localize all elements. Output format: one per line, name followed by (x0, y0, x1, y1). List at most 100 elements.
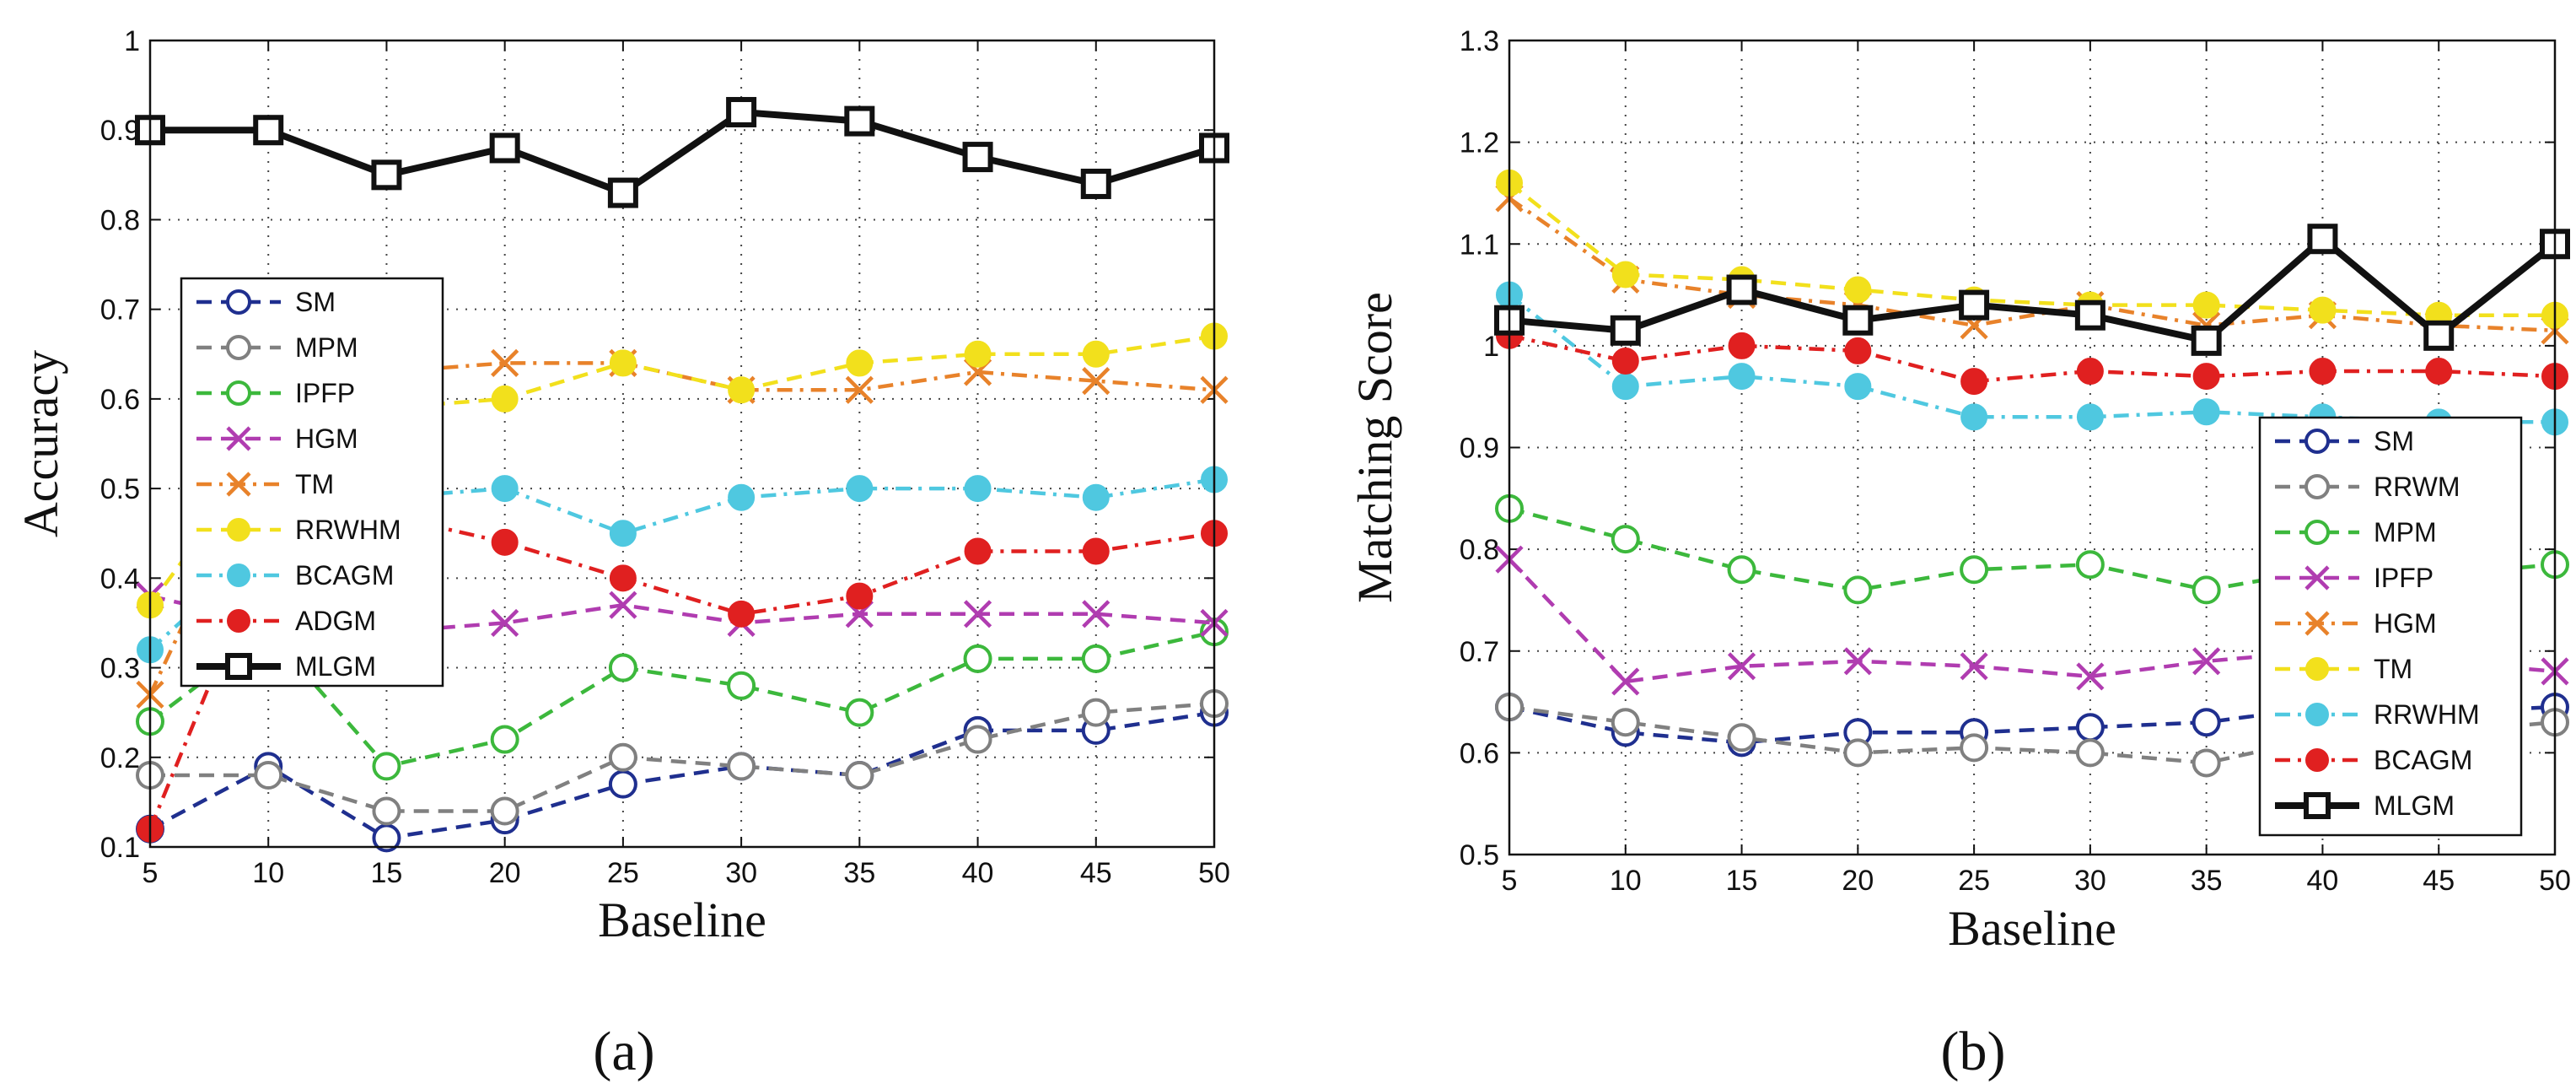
data-point-bcagm (964, 475, 992, 503)
y-tick-label: 1 (124, 25, 140, 57)
data-point-adgm (609, 564, 637, 592)
x-tick-label: 45 (2423, 865, 2455, 897)
data-point-mpm (254, 761, 283, 790)
legend-marker (226, 472, 251, 497)
data-point-tm (1611, 261, 1639, 289)
data-point-bcagm (1082, 483, 1110, 511)
data-point-mlgm (1726, 274, 1757, 305)
series-line-sm (148, 710, 1215, 840)
data-point-tm (2309, 296, 2337, 324)
x-tick-label: 25 (1958, 865, 1990, 897)
data-point-bcagm (1728, 332, 1756, 359)
legend: SM RRWM MPM IPFP HGM TM RRWHM BCAGM MLGM (2258, 416, 2523, 837)
series-line-bcagm (148, 477, 1215, 651)
legend-item-mpm: MPM (2275, 517, 2437, 547)
axes-frame (1508, 39, 2557, 856)
legend-item-bcagm: BCAGM (2275, 745, 2472, 775)
data-point-sm (608, 769, 637, 799)
data-point-mlgm (1959, 289, 1990, 321)
x-tick-label: 15 (371, 857, 403, 889)
data-point-ipfp (1727, 652, 1756, 681)
series-line-ipfp (1508, 558, 2556, 684)
legend-item-mlgm: MLGM (2275, 790, 2455, 821)
data-point-sm (2191, 708, 2221, 737)
legend-item-bcagm: BCAGM (196, 560, 394, 591)
legend-item-mpm: MPM (196, 332, 358, 363)
legend-marker (227, 518, 250, 542)
series-line-rrwhm (148, 334, 1215, 607)
y-tick-label: 0.3 (100, 653, 140, 685)
series-line-ipfp (148, 629, 1215, 769)
panel-b-matching-score-chart: 5 10 15 20 25 30 35 40 45 50 0.5 0.6 0.7 0.8 0.9 1 1.1 1.… (1347, 25, 2571, 1082)
data-point-adgm (846, 582, 874, 610)
data-point-bcagm (1844, 337, 1872, 364)
x-tick-label: 5 (1502, 865, 1518, 897)
data-point-tm (2192, 291, 2220, 319)
y-tick-label: 0.1 (100, 832, 140, 864)
data-point-mlgm (371, 159, 402, 191)
legend-label: RRWM (2374, 472, 2460, 502)
data-point-mlgm (489, 132, 520, 164)
legend-marker (227, 564, 250, 587)
axis-ticks: 5 10 15 20 25 30 35 40 45 50 0.5 0.6 0.7 0.8 0.9 1 1.1 1.… (1460, 25, 2571, 897)
data-point-rrwm (1727, 723, 1756, 752)
legend-label: BCAGM (295, 560, 394, 591)
x-tick-label: 30 (725, 857, 757, 889)
legend-marker (2305, 703, 2329, 726)
series-bcagm (1496, 321, 2568, 396)
legend-item-sm: SM (2275, 426, 2414, 456)
series-line-mlgm (150, 109, 1216, 197)
series-mlgm (135, 96, 1229, 208)
data-point-adgm (728, 600, 756, 628)
legend-label: MLGM (2374, 790, 2455, 821)
data-point-rrwhm (1728, 363, 1756, 391)
y-axis-title: Matching Score (1347, 292, 1402, 603)
data-point-rrwhm (1960, 403, 1988, 431)
data-point-adgm (964, 537, 992, 565)
data-point-mpm (372, 796, 401, 826)
y-tick-label: 0.6 (100, 384, 140, 416)
x-tick-label: 20 (1842, 865, 1874, 897)
data-point-mlgm (2191, 325, 2222, 356)
axis-ticks: 5 10 15 20 25 30 35 40 45 50 0.1 0.2 0.3 0.4 0.5 0.6 0.7… (100, 25, 1230, 889)
data-point-mpm (608, 742, 637, 772)
data-point-rrwhm (728, 376, 756, 404)
data-point-ipfp (1960, 652, 1988, 681)
data-point-mlgm (1080, 168, 1111, 199)
data-point-mlgm (2307, 224, 2338, 255)
legend-item-hgm: HGM (2275, 608, 2437, 639)
data-point-mlgm (962, 142, 993, 173)
x-tick-label: 40 (2307, 865, 2339, 897)
legend-item-rrwhm: RRWHM (196, 515, 401, 545)
series-line-adgm (148, 513, 1215, 830)
x-tick-label: 25 (607, 857, 639, 889)
legend-item-rrwm: RRWM (2275, 472, 2460, 502)
x-tick-label: 40 (962, 857, 994, 889)
data-point-bcagm (609, 520, 637, 547)
y-tick-label: 0.8 (1460, 534, 1499, 566)
data-point-mpm (1843, 575, 1873, 605)
legend-label: IPFP (295, 378, 355, 408)
data-point-ipfp (490, 725, 519, 754)
y-tick-label: 1.3 (1460, 25, 1499, 57)
data-point-tm (491, 348, 519, 377)
data-point-tm (1844, 276, 1872, 304)
y-tick-label: 0.2 (100, 742, 140, 774)
series-line-sm (1508, 704, 2556, 745)
series-line-rrwhm (1508, 293, 2555, 424)
x-tick-label: 50 (2539, 865, 2571, 897)
data-point-bcagm (846, 475, 874, 503)
data-point-bcagm (2309, 358, 2337, 386)
panel-a-accuracy-chart: 5 10 15 20 25 30 35 40 45 50 0.1 0.2 0.3 0.4 0.5 0.6 0.7… (13, 25, 1230, 1082)
legend-item-hgm: HGM (196, 423, 358, 454)
data-point-bcagm (1960, 368, 1988, 396)
panel-label: (a) (593, 1021, 654, 1082)
x-tick-label: 20 (489, 857, 521, 889)
legend-item-rrwhm: RRWHM (2275, 699, 2480, 730)
data-point-tm (1082, 367, 1111, 396)
data-point-adgm (1082, 537, 1110, 565)
legend-label: SM (2374, 426, 2414, 456)
x-tick-label: 5 (143, 857, 159, 889)
y-axis-title: Accuracy (13, 350, 68, 537)
x-axis-title: Baseline (598, 893, 766, 947)
